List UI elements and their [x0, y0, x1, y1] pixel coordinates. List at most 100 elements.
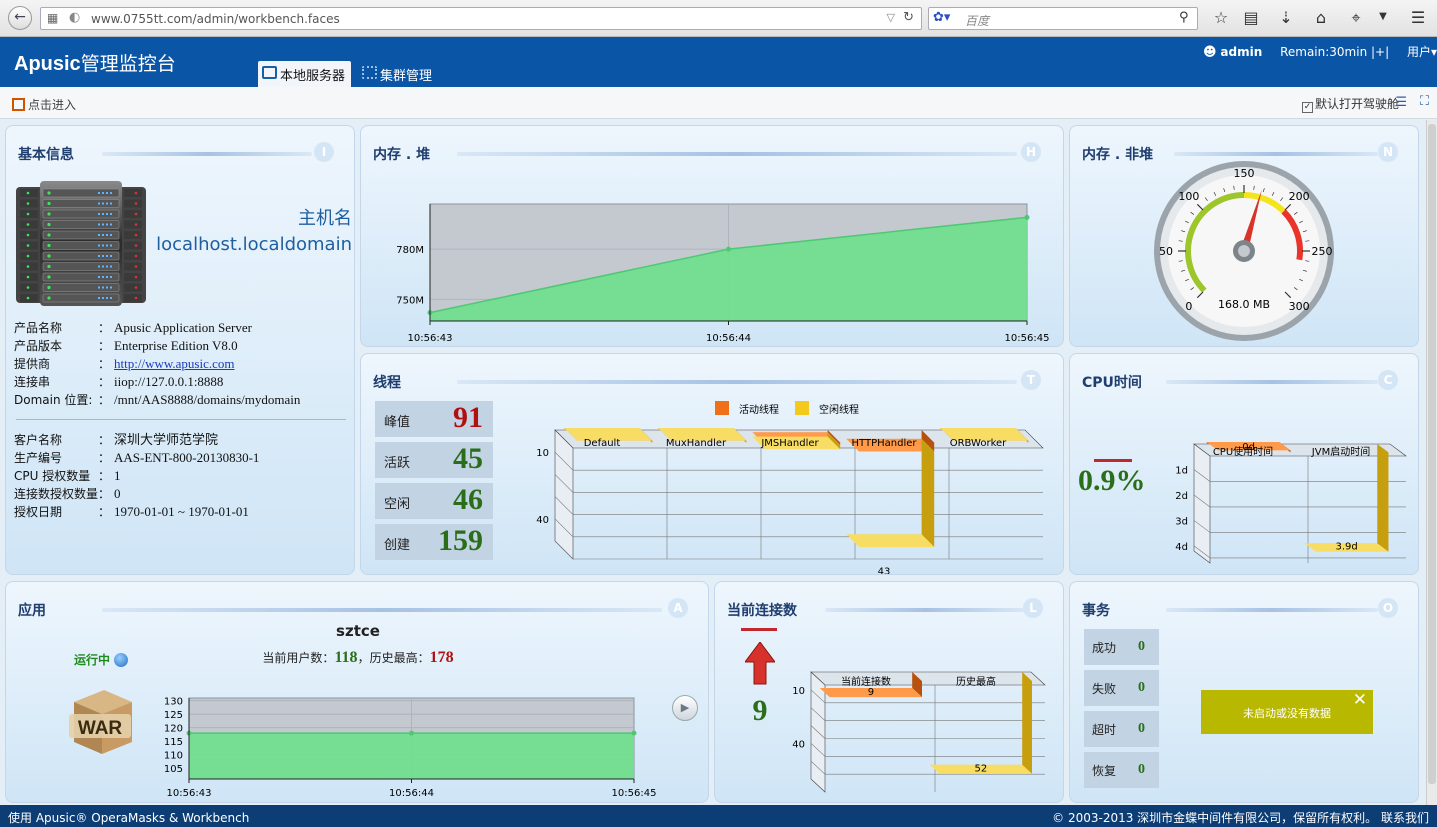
user-menu[interactable]: 用户▾: [1406, 45, 1437, 59]
rack-unit: [42, 199, 120, 208]
info-value: Enterprise Edition V8.0: [114, 338, 238, 353]
username[interactable]: admin: [1220, 45, 1263, 59]
rack-side: [124, 283, 142, 292]
led: [98, 202, 100, 205]
rack-side: [124, 220, 142, 229]
gauge-band: [1185, 192, 1245, 293]
led: [106, 244, 108, 247]
led: [102, 202, 104, 205]
panel-badge[interactable]: T: [1021, 370, 1041, 390]
led: [47, 275, 51, 279]
tab-local-server[interactable]: 本地服务器: [258, 61, 352, 87]
footer: 使用 Apusic® OperaMasks & Workbench © 2003…: [0, 805, 1437, 827]
provider-link[interactable]: http://www.apusic.com: [114, 356, 235, 371]
info-value: iiop://127.0.0.1:8888: [114, 374, 224, 389]
app-name[interactable]: sztce: [336, 622, 380, 640]
close-icon[interactable]: ✕: [1352, 690, 1367, 710]
y-tick-label: 1d: [1175, 465, 1188, 476]
search-icon[interactable]: ⚲: [1179, 10, 1189, 25]
stat-value: 46: [453, 483, 483, 516]
grid-line: [810, 743, 826, 757]
y-tick-label: 125: [164, 710, 183, 721]
led: [110, 276, 112, 278]
checkbox-icon[interactable]: ✓: [1301, 102, 1313, 113]
bar-top: [846, 534, 935, 547]
tx-stat-0: 成功 0: [1084, 629, 1159, 665]
gauge-tick: [1190, 287, 1195, 291]
list-view-icon[interactable]: ☰: [1395, 95, 1407, 110]
baidu-icon[interactable]: ✿▾: [933, 10, 951, 25]
colon: ：: [98, 357, 111, 371]
play-button[interactable]: ▶: [672, 695, 698, 721]
download-icon[interactable]: ⇣: [1279, 8, 1293, 27]
led: [134, 286, 138, 289]
reading-list-icon[interactable]: ▤: [1243, 8, 1259, 27]
led: [134, 265, 138, 268]
panel-badge[interactable]: N: [1378, 142, 1398, 162]
enter-button[interactable]: 点击进入: [12, 96, 76, 113]
panel-application: 应用 A sztce 运行中 当前用户数：118，历史最高：178 WAR ▶ …: [5, 581, 709, 803]
product-info-list: 产品名称： Apusic Application Server 产品版本： Enter…: [14, 319, 300, 409]
gauge-tick: [1196, 291, 1204, 299]
led: [110, 202, 112, 205]
more-icon[interactable]: ▼: [1379, 11, 1387, 22]
search-input[interactable]: 百度: [965, 14, 990, 28]
gauge-tick: [1280, 197, 1284, 202]
page-scrollbar[interactable]: [1426, 120, 1437, 805]
thread-stat-3: 创建 159: [375, 524, 493, 560]
led: [26, 202, 30, 205]
panel-badge[interactable]: A: [668, 598, 688, 618]
bar-side: [1022, 672, 1032, 774]
address-bar[interactable]: ▦ ◐ www.0755tt.com/admin/workbench.faces…: [40, 7, 922, 30]
default-drive-checkbox[interactable]: ✓ 默认打开驾驶舱: [1301, 97, 1399, 113]
grid-line: [554, 451, 574, 471]
grid-line: [810, 689, 826, 704]
panel-badge[interactable]: C: [1378, 370, 1398, 390]
led: [106, 213, 108, 215]
bookmark-star-icon[interactable]: ☆: [1213, 8, 1229, 27]
rack-side: [124, 210, 142, 218]
info-row: 连接串 ： iiop://127.0.0.1:8888: [14, 373, 300, 391]
tab-cluster[interactable]: 集群管理: [358, 61, 438, 87]
dropdown-icon[interactable]: ▽: [886, 11, 895, 24]
back-icon[interactable]: ←: [8, 6, 32, 30]
bar-top: [752, 436, 841, 450]
info-value: 1: [114, 468, 121, 483]
stat-value: 45: [453, 442, 483, 475]
search-box[interactable]: ✿▾ 百度 ⚲: [928, 7, 1198, 30]
apps-icon[interactable]: ▦: [47, 11, 59, 25]
rack-side: [124, 262, 142, 271]
data-label: 52: [975, 764, 988, 775]
menu-icon[interactable]: ☰: [1410, 8, 1426, 27]
reload-icon[interactable]: ↻: [903, 10, 914, 25]
led: [26, 223, 30, 226]
home-icon[interactable]: ⌂: [1315, 8, 1327, 27]
panel-cpu-time: CPU时间 C 0.9% 1d 2d 3d 4d CPU使用时间 0d JVM启动时间 3.9…: [1069, 353, 1419, 575]
stat-value: 0: [1138, 680, 1145, 695]
panel-badge[interactable]: H: [1021, 142, 1041, 162]
fullscreen-icon[interactable]: ⛶: [1419, 94, 1429, 109]
no-data-notice: 未启动或没有数据 ✕: [1201, 690, 1373, 734]
gauge-tick: [1178, 240, 1183, 242]
title-divider: [1174, 152, 1378, 156]
panel-badge[interactable]: L: [1023, 598, 1043, 618]
rack-unit: [42, 220, 120, 229]
panel-title: CPU时间: [1082, 375, 1142, 391]
url-text[interactable]: www.0755tt.com/admin/workbench.faces: [91, 12, 340, 26]
category-label: HTTPHandler: [852, 438, 918, 449]
info-row: 产品名称 ： Apusic Application Server: [14, 319, 300, 337]
grid-line: [1193, 494, 1211, 508]
panel-badge[interactable]: O: [1378, 598, 1398, 618]
title-divider: [102, 152, 312, 156]
y-tick-label: 130: [164, 697, 183, 708]
screenshot-icon[interactable]: ⌖: [1351, 8, 1361, 27]
scrollbar-thumb[interactable]: [1428, 124, 1436, 784]
session-remaining[interactable]: Remain:30min |+|: [1280, 45, 1390, 59]
title-divider: [457, 152, 1017, 156]
info-value: 深圳大学师范学院: [114, 432, 219, 447]
led: [47, 254, 51, 258]
stat-label: 成功: [1092, 641, 1117, 655]
bar-top: [1304, 543, 1389, 552]
panel-badge[interactable]: I: [314, 142, 334, 162]
y-tick-label: 40: [792, 739, 805, 750]
